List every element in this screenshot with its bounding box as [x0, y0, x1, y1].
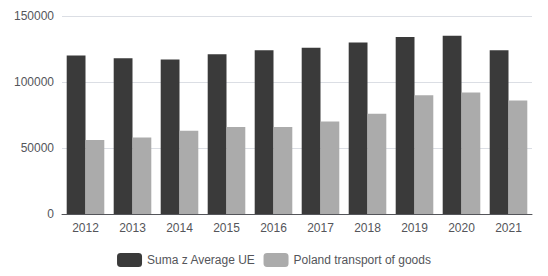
svg-text:2018: 2018 — [354, 221, 381, 235]
svg-text:Poland transport of goods: Poland transport of goods — [294, 253, 431, 267]
svg-text:2013: 2013 — [119, 221, 146, 235]
svg-text:2020: 2020 — [448, 221, 475, 235]
svg-text:Suma z Average UE: Suma z Average UE — [147, 253, 255, 267]
svg-text:100000: 100000 — [14, 75, 54, 89]
svg-text:0: 0 — [47, 207, 54, 221]
svg-text:2014: 2014 — [166, 221, 193, 235]
svg-text:2021: 2021 — [495, 221, 522, 235]
svg-text:2016: 2016 — [260, 221, 287, 235]
svg-text:2012: 2012 — [72, 221, 99, 235]
svg-text:150000: 150000 — [14, 9, 54, 23]
svg-text:2017: 2017 — [307, 221, 334, 235]
svg-text:2019: 2019 — [401, 221, 428, 235]
svg-text:2015: 2015 — [213, 221, 240, 235]
svg-text:50000: 50000 — [21, 141, 55, 155]
